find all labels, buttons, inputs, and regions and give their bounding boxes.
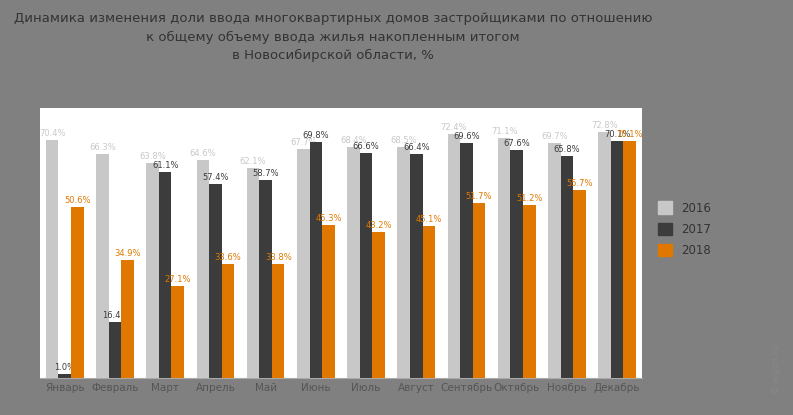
Text: 16.4%: 16.4% xyxy=(102,311,128,320)
Text: 50.6%: 50.6% xyxy=(64,196,90,205)
Bar xyxy=(171,286,184,378)
Text: 51.2%: 51.2% xyxy=(516,194,542,203)
Bar xyxy=(297,149,309,378)
Text: 68.4%: 68.4% xyxy=(340,136,367,145)
Text: 67.7%: 67.7% xyxy=(290,138,316,147)
Bar xyxy=(121,260,134,378)
Bar xyxy=(259,180,272,378)
Bar xyxy=(71,207,83,378)
Bar xyxy=(423,226,435,378)
Bar xyxy=(309,142,322,378)
Bar xyxy=(109,322,121,378)
Bar xyxy=(322,225,335,378)
Text: 70.4%: 70.4% xyxy=(39,129,66,138)
Bar xyxy=(46,140,59,378)
Bar xyxy=(147,163,159,378)
Text: 34.9%: 34.9% xyxy=(114,249,141,258)
Text: 69.7%: 69.7% xyxy=(541,132,568,141)
Text: 57.4%: 57.4% xyxy=(202,173,228,182)
Bar xyxy=(96,154,109,378)
Text: 64.6%: 64.6% xyxy=(190,149,216,158)
Bar xyxy=(197,160,209,378)
Bar xyxy=(473,203,485,378)
Text: 65.8%: 65.8% xyxy=(554,145,580,154)
Text: 43.2%: 43.2% xyxy=(366,221,392,230)
Text: 27.1%: 27.1% xyxy=(164,275,191,284)
Text: 33.6%: 33.6% xyxy=(215,253,241,262)
Text: 66.3%: 66.3% xyxy=(89,143,116,152)
Text: 66.4%: 66.4% xyxy=(403,143,430,152)
Text: 68.5%: 68.5% xyxy=(390,136,417,145)
Text: 69.6%: 69.6% xyxy=(454,132,480,141)
Text: 58.7%: 58.7% xyxy=(252,169,279,178)
Bar xyxy=(573,190,586,378)
Bar xyxy=(222,264,234,378)
Text: 51.7%: 51.7% xyxy=(465,192,492,201)
Bar xyxy=(460,143,473,378)
Bar xyxy=(247,168,259,378)
Legend: 2016, 2017, 2018: 2016, 2017, 2018 xyxy=(654,198,714,261)
Bar xyxy=(599,132,611,378)
Bar xyxy=(360,153,373,378)
Bar xyxy=(272,264,285,378)
Bar xyxy=(347,147,360,378)
Text: 45.3%: 45.3% xyxy=(315,214,342,223)
Bar xyxy=(523,205,535,378)
Text: 33.8%: 33.8% xyxy=(265,253,292,262)
Text: 67.6%: 67.6% xyxy=(504,139,531,148)
Bar xyxy=(548,143,561,378)
Text: 61.1%: 61.1% xyxy=(152,161,178,170)
Bar xyxy=(511,150,523,378)
Bar xyxy=(498,138,511,378)
Bar xyxy=(373,232,385,378)
Bar xyxy=(611,141,623,378)
Text: 66.6%: 66.6% xyxy=(353,142,380,151)
Text: 72.8%: 72.8% xyxy=(592,121,618,130)
Text: 63.8%: 63.8% xyxy=(140,151,166,161)
Bar xyxy=(59,374,71,378)
Bar xyxy=(159,172,171,378)
Text: © eigzri.ru: © eigzri.ru xyxy=(772,345,781,394)
Text: 72.4%: 72.4% xyxy=(441,122,467,132)
Text: 71.1%: 71.1% xyxy=(491,127,518,136)
Text: 1.0%: 1.0% xyxy=(54,363,75,372)
Bar xyxy=(209,184,222,378)
Bar xyxy=(448,134,460,378)
Bar xyxy=(397,146,410,378)
Text: 69.8%: 69.8% xyxy=(303,131,329,140)
Text: Динамика изменения доли ввода многоквартирных домов застройщиками по отношению
к: Динамика изменения доли ввода многокварт… xyxy=(13,12,653,62)
Text: 62.1%: 62.1% xyxy=(239,157,266,166)
Text: 45.1%: 45.1% xyxy=(416,215,442,224)
Text: 70.1%: 70.1% xyxy=(616,130,643,139)
Bar xyxy=(410,154,423,378)
Text: 55.7%: 55.7% xyxy=(566,179,593,188)
Bar xyxy=(623,141,636,378)
Bar xyxy=(561,156,573,378)
Text: 70.1%: 70.1% xyxy=(604,130,630,139)
